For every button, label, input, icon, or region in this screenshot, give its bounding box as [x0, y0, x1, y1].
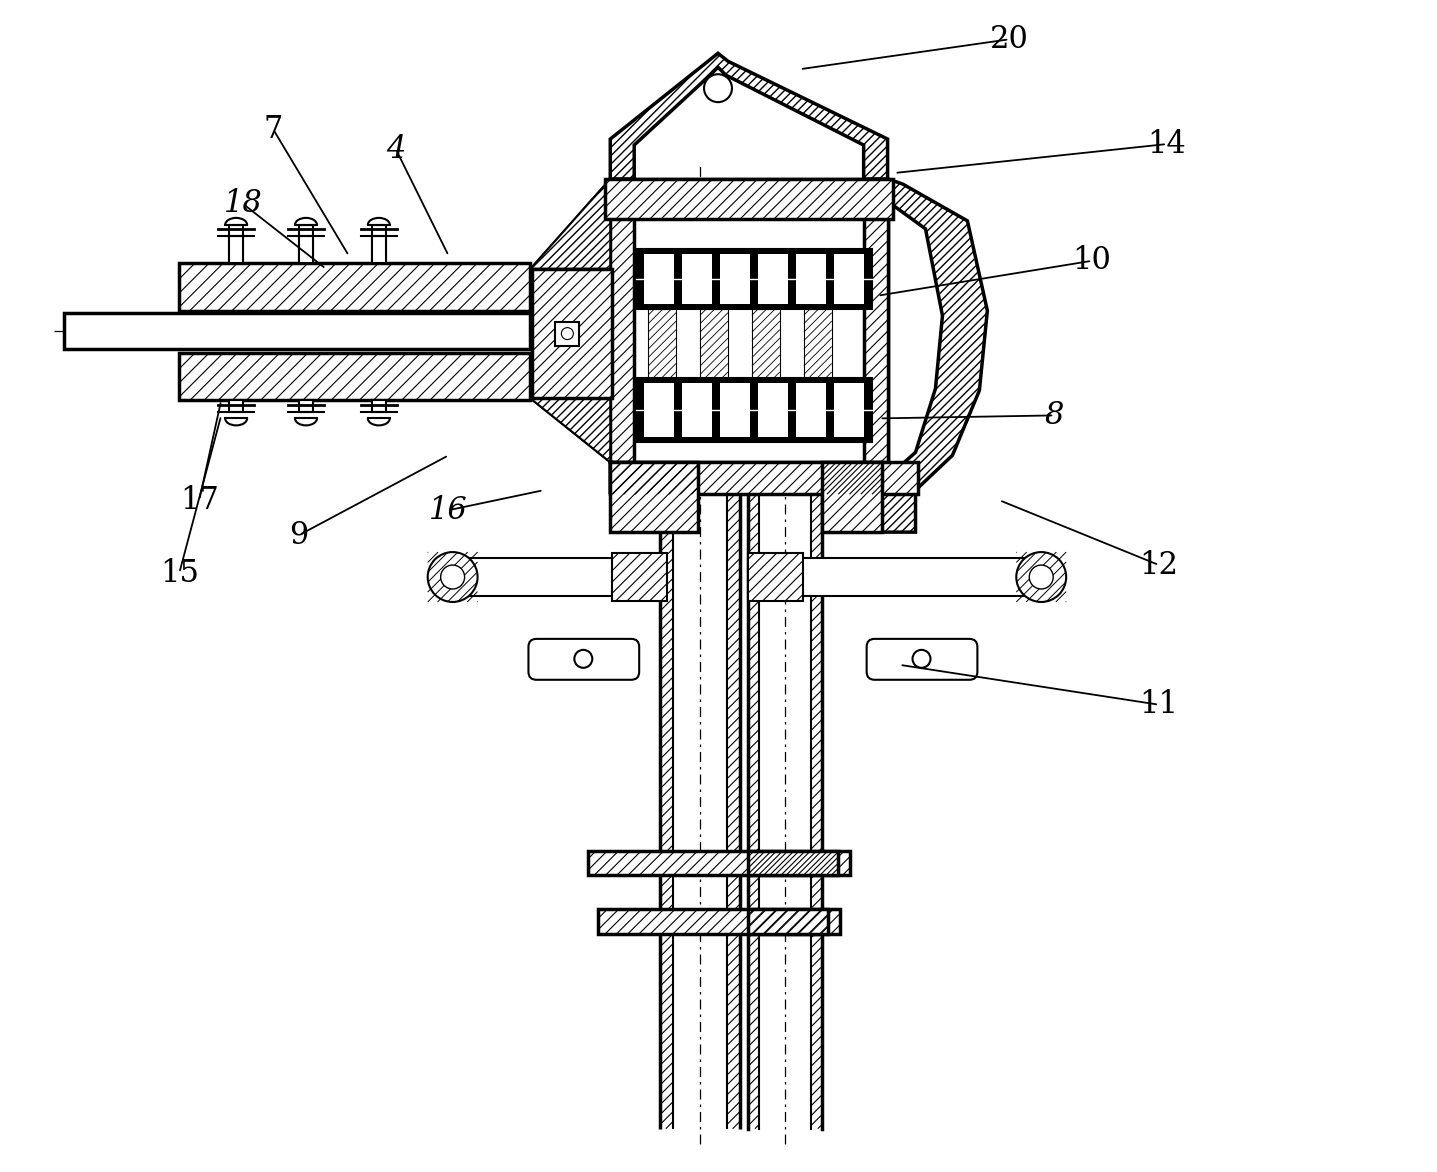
- Bar: [372, 236, 385, 263]
- Bar: [228, 225, 243, 260]
- Circle shape: [575, 649, 592, 668]
- Bar: [611, 462, 698, 532]
- Bar: [747, 441, 759, 1129]
- Text: 14: 14: [1148, 129, 1187, 159]
- Bar: [673, 179, 727, 1129]
- Bar: [747, 909, 828, 934]
- Bar: [466, 558, 660, 597]
- Bar: [180, 263, 530, 311]
- Bar: [648, 308, 675, 379]
- FancyBboxPatch shape: [867, 639, 977, 680]
- Circle shape: [912, 649, 931, 668]
- Text: 10: 10: [1072, 245, 1112, 277]
- Bar: [700, 308, 729, 379]
- Bar: [720, 254, 750, 304]
- Bar: [598, 909, 839, 934]
- Bar: [372, 401, 385, 413]
- Text: 15: 15: [160, 558, 198, 588]
- Bar: [747, 553, 803, 601]
- Circle shape: [562, 328, 573, 340]
- Circle shape: [428, 552, 477, 602]
- Bar: [720, 383, 750, 437]
- Text: 4: 4: [387, 134, 405, 164]
- Bar: [757, 254, 787, 304]
- Bar: [747, 558, 1027, 597]
- Bar: [228, 236, 243, 263]
- Bar: [833, 254, 864, 304]
- Polygon shape: [864, 179, 987, 490]
- Bar: [822, 462, 882, 532]
- Bar: [752, 308, 780, 379]
- Bar: [611, 179, 888, 462]
- Bar: [833, 383, 864, 437]
- Circle shape: [704, 74, 731, 102]
- Circle shape: [441, 565, 464, 590]
- Bar: [683, 254, 711, 304]
- Bar: [803, 308, 832, 379]
- Bar: [810, 441, 822, 1129]
- Text: 20: 20: [990, 23, 1029, 55]
- Bar: [611, 179, 634, 462]
- Polygon shape: [611, 53, 888, 179]
- Bar: [533, 268, 612, 398]
- Bar: [372, 225, 385, 260]
- Bar: [759, 441, 810, 1129]
- FancyBboxPatch shape: [529, 639, 639, 680]
- Text: 16: 16: [430, 495, 468, 526]
- Circle shape: [1029, 565, 1053, 590]
- Bar: [299, 401, 313, 413]
- Bar: [637, 379, 872, 442]
- Bar: [228, 401, 243, 413]
- Bar: [611, 462, 918, 495]
- Text: 18: 18: [224, 189, 263, 219]
- Bar: [644, 383, 674, 437]
- Bar: [180, 353, 530, 401]
- Circle shape: [1016, 552, 1066, 602]
- Bar: [612, 553, 667, 601]
- Bar: [299, 225, 313, 260]
- Text: 7: 7: [263, 114, 283, 144]
- Polygon shape: [530, 398, 611, 462]
- Text: 8: 8: [1045, 400, 1063, 431]
- Text: 17: 17: [180, 485, 218, 516]
- Bar: [757, 383, 787, 437]
- Bar: [588, 851, 849, 875]
- Text: 12: 12: [1140, 550, 1178, 580]
- Bar: [796, 383, 826, 437]
- Bar: [864, 179, 888, 462]
- Bar: [605, 179, 892, 219]
- Bar: [683, 383, 711, 437]
- Text: 9: 9: [289, 519, 309, 551]
- Bar: [660, 179, 673, 1129]
- Bar: [63, 313, 530, 348]
- Polygon shape: [530, 398, 611, 462]
- Polygon shape: [530, 179, 611, 268]
- Bar: [644, 254, 674, 304]
- Polygon shape: [530, 179, 611, 268]
- Polygon shape: [611, 462, 915, 532]
- Bar: [796, 254, 826, 304]
- Bar: [637, 248, 872, 308]
- Text: 11: 11: [1140, 689, 1178, 721]
- Bar: [555, 321, 579, 346]
- Bar: [747, 851, 838, 875]
- Bar: [299, 236, 313, 263]
- Bar: [727, 179, 740, 1129]
